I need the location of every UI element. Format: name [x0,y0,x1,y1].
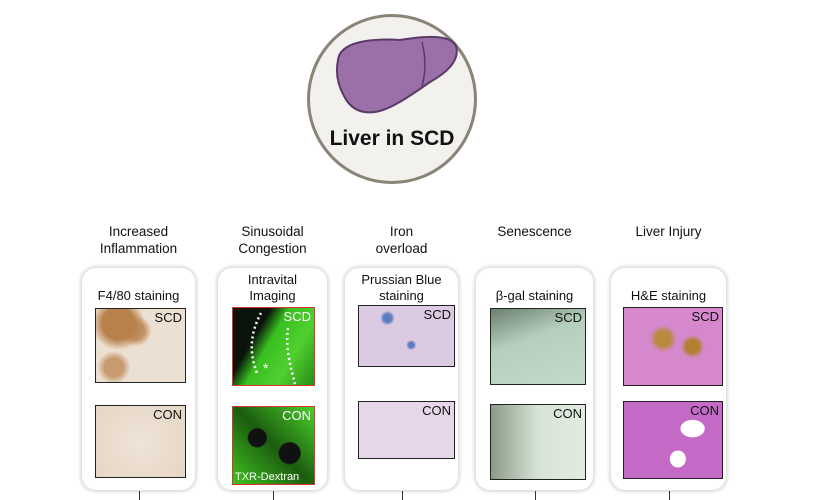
panel-heading-text: Iron overload [375,224,428,256]
scd-micrograph: SCD [358,305,455,367]
scd-micrograph: SCD [490,308,586,385]
panel-heading: Liver Injury [599,223,739,240]
panel-heading: Increased Inflammation [69,223,209,257]
liver-icon [335,35,458,114]
panel-method-text: F4/80 staining [97,288,180,303]
scd-micrograph: SCD [623,307,723,386]
panel-heading-text: Increased Inflammation [99,224,178,256]
con-label: CON [690,403,719,418]
con-label: CON [553,406,582,421]
connector-tick [534,491,536,500]
scd-label: SCD [691,309,719,324]
con-micrograph: CON [358,401,455,459]
scd-micrograph: SCD [95,308,186,383]
vessel-outline: * [250,312,297,385]
scd-label: SCD [554,310,582,325]
panel-method: β-gal staining [476,288,593,304]
panel-method: Intravital Imaging [218,272,327,304]
panel-heading: Senescence [465,223,605,240]
panel-method: Prussian Blue staining [345,272,458,304]
connector-tick [272,491,274,500]
con-micrograph: CON [95,405,186,478]
panel-method: H&E staining [611,288,726,304]
panel-method-text: Prussian Blue staining [361,272,442,303]
connector-tick [138,491,140,500]
connector-tick [401,491,403,500]
scd-label: SCD [154,310,182,325]
panel-heading-text: Sinusoidal Congestion [238,224,307,256]
con-label: CON [282,408,311,423]
panel-heading-text: Liver Injury [635,224,702,239]
con-micrograph: CON [623,401,723,479]
center-title: Liver in SCD [329,127,455,150]
panel-method: F4/80 staining [82,288,195,304]
image-caption: TXR-Dextran [235,471,300,483]
panel-method-text: H&E staining [630,288,707,303]
panel-heading-text: Senescence [497,224,572,239]
con-micrograph: CON [490,404,586,480]
con-micrograph: CON TXR-Dextran [232,406,315,485]
panel-method-text: β-gal staining [495,288,574,303]
con-label: CON [422,403,451,418]
connector-tick [668,491,670,500]
panel-method-text: Intravital Imaging [247,272,298,303]
scd-micrograph: * SCD [232,307,315,386]
svg-text:*: * [263,360,269,376]
con-label: CON [153,407,182,422]
panel-heading: Sinusoidal Congestion [203,223,343,257]
panel-heading: Iron overload [332,223,472,257]
scd-label: SCD [423,307,451,322]
scd-label: SCD [283,309,311,324]
